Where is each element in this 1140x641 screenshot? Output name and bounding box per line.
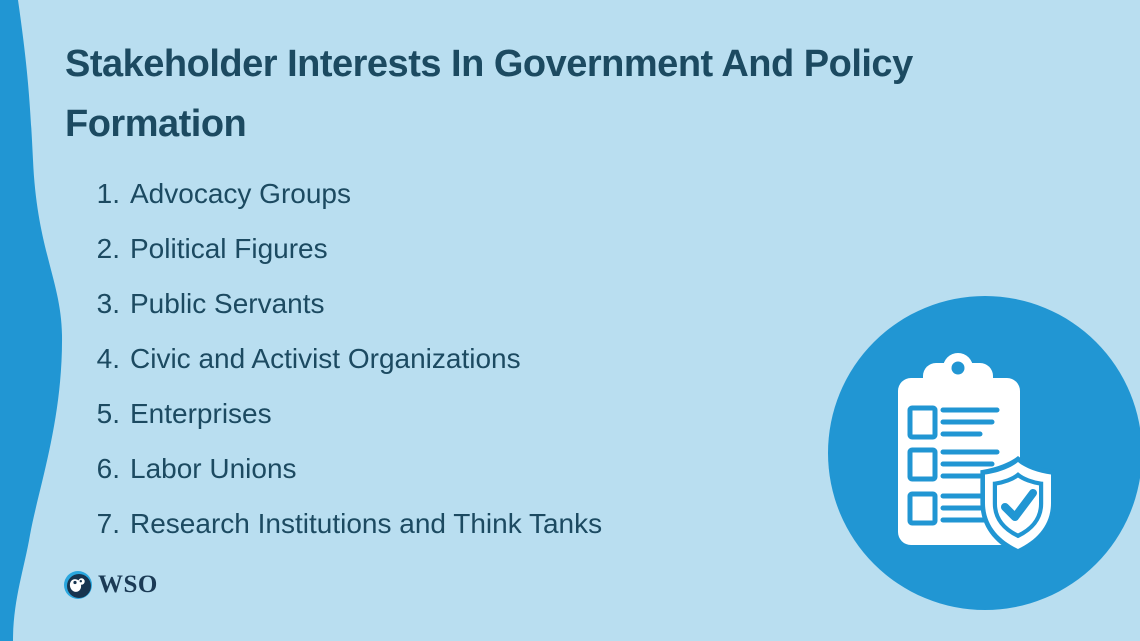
page-title-line1: Stakeholder Interests In Government And …	[65, 43, 913, 85]
list-item: 7. Research Institutions and Think Tanks	[65, 496, 602, 551]
page-title-line2: Formation	[65, 103, 247, 145]
list-item: 2. Political Figures	[65, 221, 602, 276]
list-item-number: 2.	[96, 233, 120, 264]
list-item-label: Political Figures	[130, 233, 328, 264]
list-item: 5. Enterprises	[65, 386, 602, 441]
stakeholder-list: 1. Advocacy Groups 2. Political Figures …	[65, 166, 602, 551]
list-item: 1. Advocacy Groups	[65, 166, 602, 221]
list-item-label: Public Servants	[130, 288, 325, 319]
list-item-label: Labor Unions	[130, 453, 297, 484]
list-item-label: Civic and Activist Organizations	[130, 343, 521, 374]
list-item-number: 4.	[96, 343, 120, 374]
list-item-number: 6.	[96, 453, 120, 484]
list-item-label: Enterprises	[130, 398, 272, 429]
wso-logo: WSO	[64, 571, 158, 599]
list-item-number: 5.	[96, 398, 120, 429]
left-wave-decoration	[0, 0, 63, 641]
list-item-label: Research Institutions and Think Tanks	[130, 508, 603, 539]
shield-check-icon	[980, 455, 1056, 555]
list-item: 3. Public Servants	[65, 276, 602, 331]
page-title: Stakeholder Interests In Government And …	[65, 34, 1075, 154]
list-item: 6. Labor Unions	[65, 441, 602, 496]
list-item: 4. Civic and Activist Organizations	[65, 331, 602, 386]
wso-logo-text: WSO	[98, 571, 158, 598]
wso-logo-icon	[64, 571, 92, 599]
list-item-number: 3.	[96, 288, 120, 319]
list-item-label: Advocacy Groups	[130, 178, 351, 209]
list-item-number: 1.	[96, 178, 120, 209]
list-item-number: 7.	[96, 508, 120, 539]
